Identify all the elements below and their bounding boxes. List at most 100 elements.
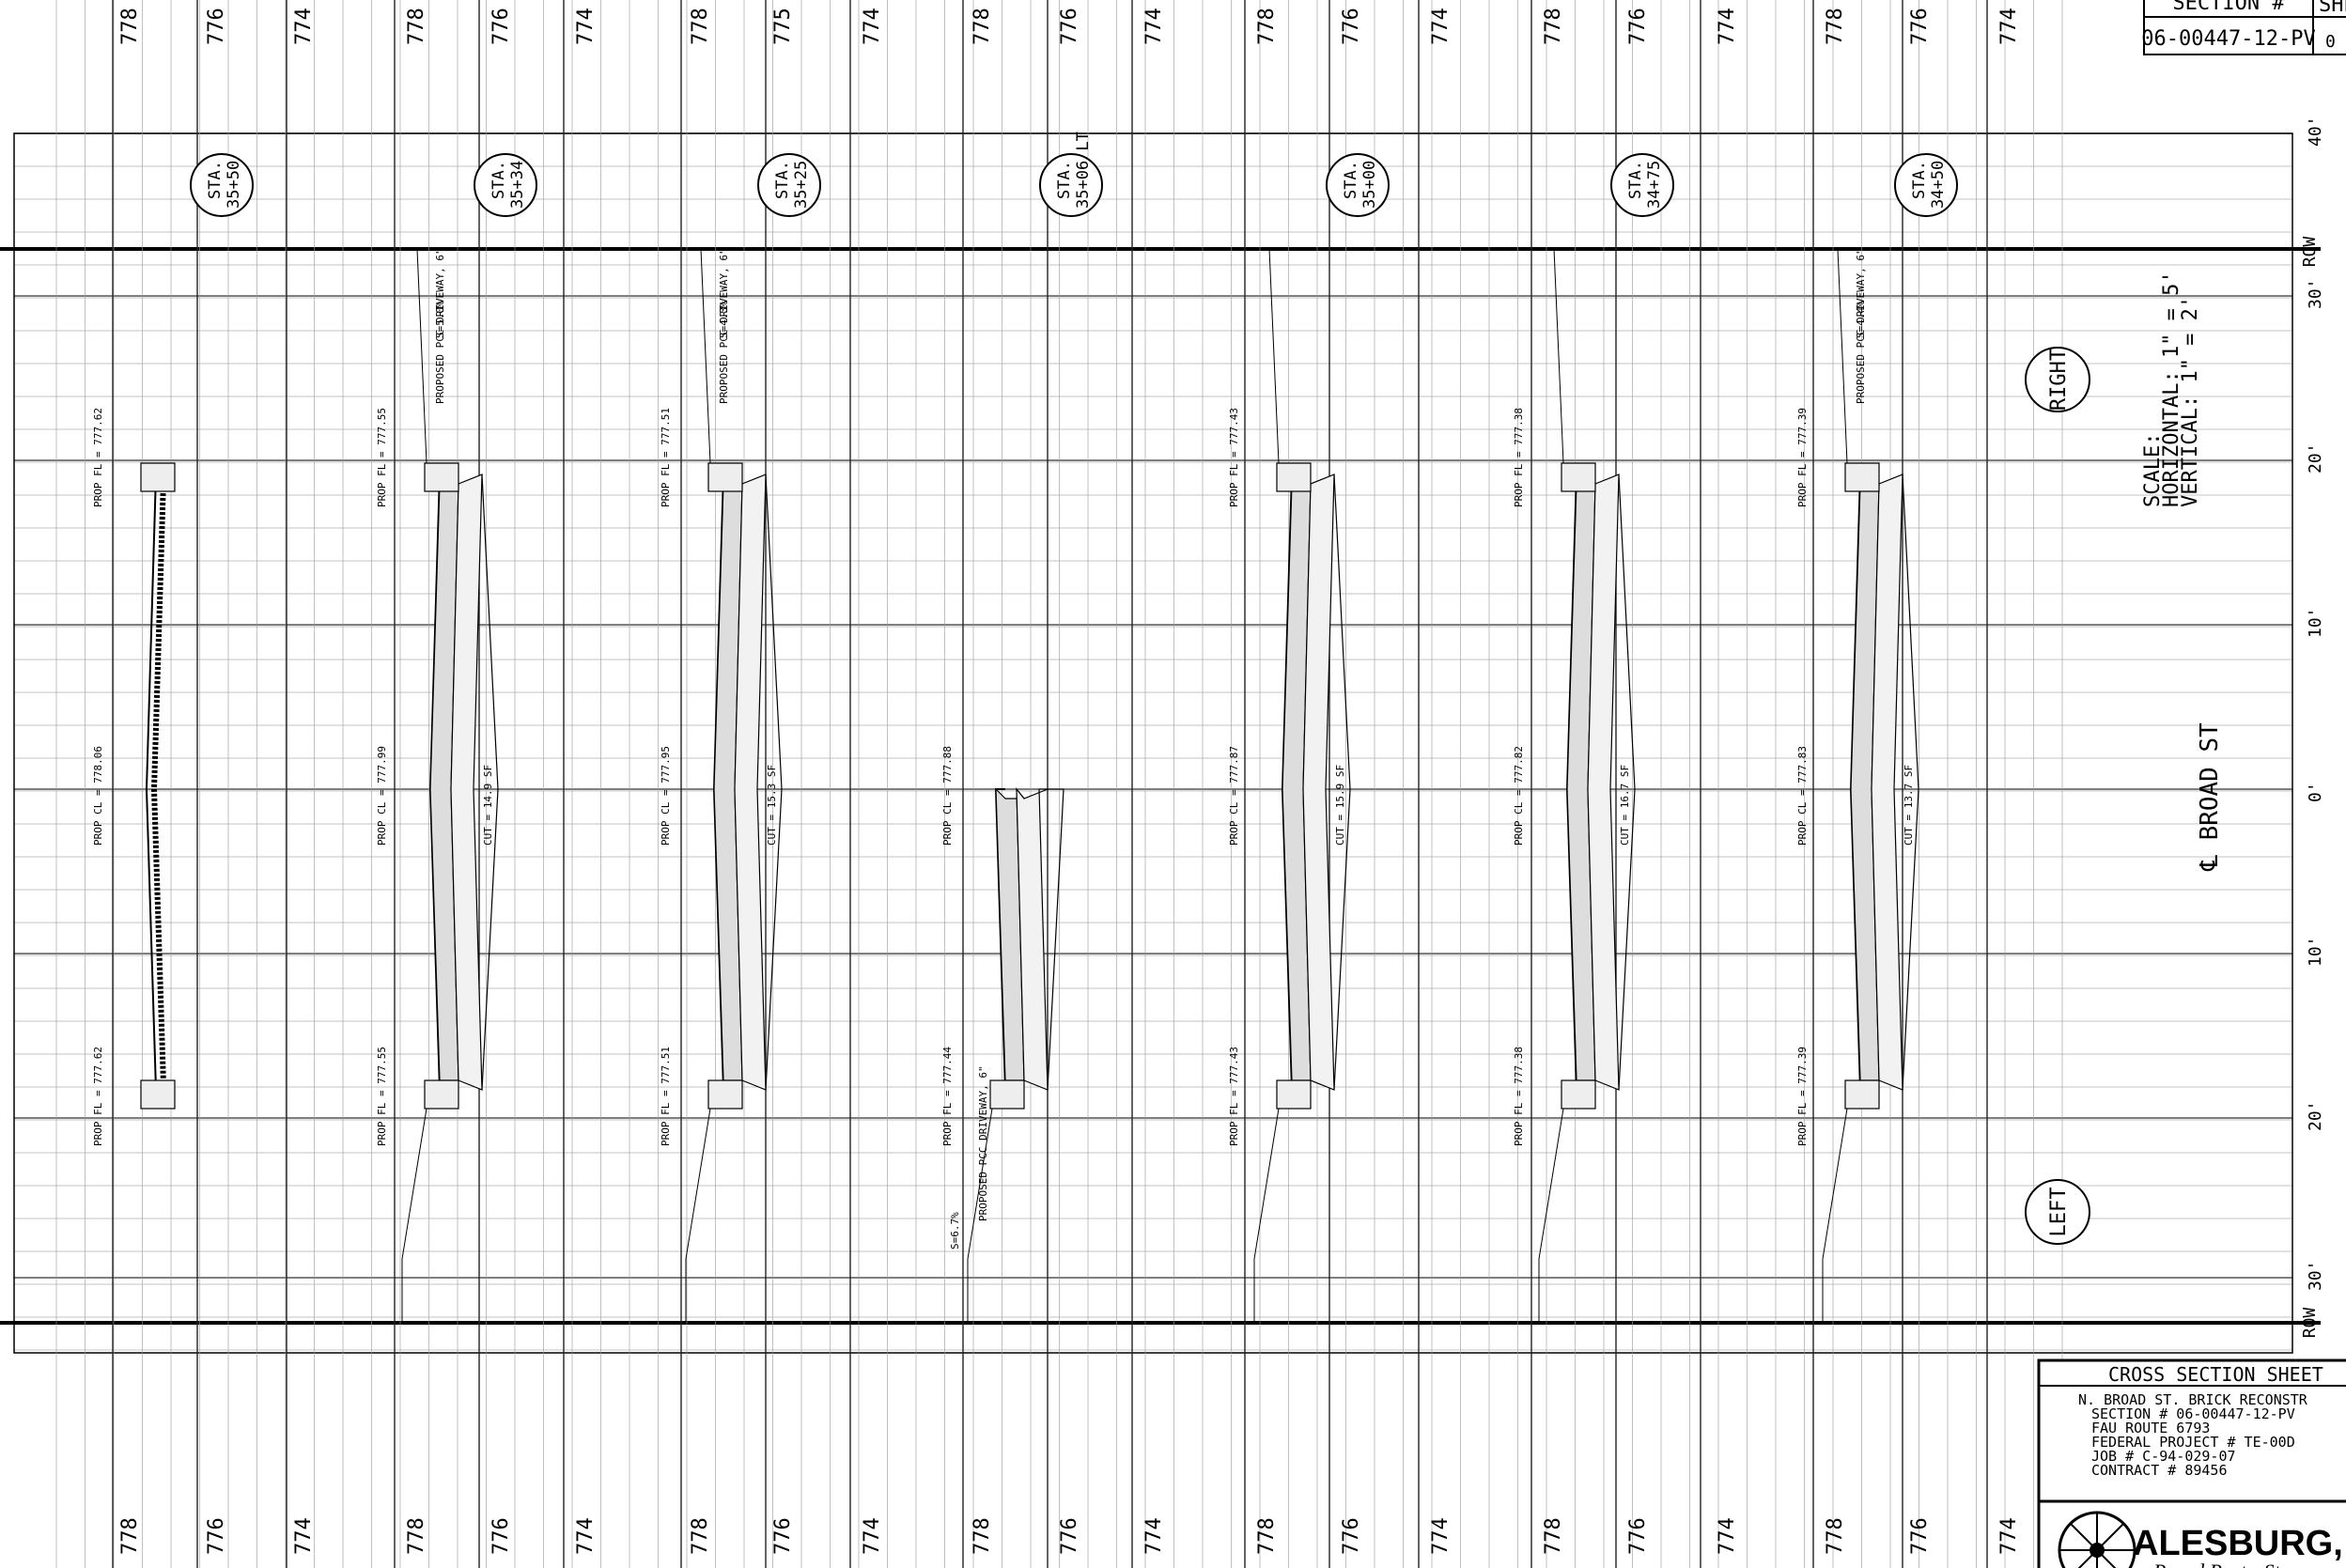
elevation-label-bottom: 776	[205, 1517, 228, 1555]
cut-area-label: CUT = 16.7 SF	[1619, 765, 1631, 846]
slope-right-label: S=4.4%	[1855, 301, 1867, 338]
station-circle	[1039, 153, 1103, 217]
subgrade-line	[1618, 474, 1636, 1091]
curb-left	[707, 1079, 743, 1110]
subgrade-line	[481, 474, 499, 1091]
section-5: CUT = 15.9 SF PROP FL = 777.43 PROP CL = 7…	[1228, 153, 1390, 1323]
section-7: CUT = 13.7 SF PROP FL = 777.39 PROP CL = 7…	[1796, 153, 1958, 1323]
title-block-line-6: CONTRACT # 89456	[2091, 1462, 2228, 1479]
elevation-label-bottom: 776	[1908, 1517, 1932, 1555]
elevation-label-top: 774	[1716, 8, 1739, 45]
ground-line-left	[401, 1108, 427, 1323]
station-label: 35+25	[792, 161, 811, 209]
offset-label: 20'	[2306, 1100, 2325, 1131]
cut-area-label: CUT = 13.7 SF	[1903, 765, 1915, 846]
section-1: PROP FL = 777.62 PROP CL = 778.06 PROP FL …	[92, 153, 254, 1146]
cut-area-label: CUT = 14.9 SF	[482, 765, 494, 846]
elevation-label-bottom: 774	[861, 1517, 884, 1555]
section-2: CUT = 14.9 SF PROP FL = 777.55 PROP CL = 7…	[376, 153, 537, 1323]
station-label: STA.	[1055, 161, 1074, 199]
slope-right-label: S=4.3%	[718, 301, 730, 338]
elevation-label-bottom: 778	[118, 1517, 142, 1555]
station-label: 35+06 LT	[1074, 132, 1093, 209]
header-sheet-value: 0	[2325, 32, 2336, 52]
station-label: 35+50	[225, 161, 243, 209]
left-side-marker: LEFT	[2025, 1179, 2090, 1245]
section-3: CUT = 15.3 SF PROP FL = 777.51 PROP CL = 7…	[660, 153, 821, 1323]
station-label: 35+00	[1360, 161, 1379, 209]
driveway-right-label: PROPOSED PCC DRIVEWAY, 6"	[434, 248, 446, 404]
prop-fl-left-label: PROP FL = 777.51	[660, 1047, 672, 1146]
row-label-top: ROW	[2300, 237, 2320, 268]
elevation-label-top: 776	[489, 8, 513, 45]
elevation-label-bottom: 778	[1542, 1517, 1565, 1555]
elevation-label-bottom: 774	[1429, 1517, 1453, 1555]
elevation-label-bottom: 774	[1716, 1517, 1739, 1555]
ground-line-right	[700, 248, 711, 464]
elevation-label-top: 776	[1908, 8, 1932, 45]
offset-label: 30'	[2306, 1260, 2325, 1291]
curb-left	[1844, 1079, 1880, 1110]
subgrade-line	[1902, 474, 1919, 1091]
curb-left	[989, 1079, 1025, 1110]
prop-fl-left-label: PROP FL = 777.38	[1513, 1047, 1525, 1146]
elevation-label-bottom: 778	[1255, 1517, 1279, 1555]
scale-note: SCALE: HORIZONTAL: 1" = 5' VERTICAL: 1" …	[2141, 271, 2202, 507]
ground-line-right	[1837, 248, 1848, 464]
prop-cl-label: PROP CL = 777.83	[1796, 746, 1809, 846]
offset-label: 30'	[2306, 278, 2325, 309]
pavement-surface	[145, 474, 157, 1091]
elevation-label-top: 774	[1142, 8, 1166, 45]
city-motto: Proud Past • Stron	[2152, 1560, 2307, 1568]
title-block-line-1: N. BROAD ST. BRICK RECONSTR	[2078, 1391, 2308, 1408]
scale-vertical: VERTICAL: 1" = 2'	[2179, 296, 2202, 507]
title-block-line-2: SECTION # 06-00447-12-PV	[2091, 1405, 2295, 1422]
right-side-marker: RIGHT	[2025, 347, 2090, 412]
driveway-left-label: PROPOSED PCC DRIVEWAY, 6"	[977, 1065, 989, 1221]
elevation-label-bottom: 774	[574, 1517, 598, 1555]
header-sheet-label: SHE	[2319, 0, 2346, 17]
station-label: 34+75	[1645, 161, 1664, 209]
section-panels: PROP FL = 777.62 PROP CL = 778.06 PROP FL …	[92, 132, 1958, 1323]
prop-cl-label: PROP CL = 777.95	[660, 746, 672, 846]
prop-fl-right-label: PROP FL = 777.39	[1796, 408, 1809, 507]
elevation-label-bottom: 774	[1997, 1517, 2021, 1555]
elevation-label-top: 778	[405, 8, 428, 45]
elevation-label-top: 778	[1255, 8, 1279, 45]
elevation-label-bottom: 776	[489, 1517, 513, 1555]
slope-right-label: S=5.0%	[434, 301, 446, 338]
title-block-line-5: JOB # C-94-029-07	[2091, 1448, 2236, 1465]
driveway-right-label: PROPOSED PCC DRIVEWAY, 6"	[1855, 248, 1867, 404]
section-4: PROP CL = 777.88 PROP FL = 777.44 PROPOSED…	[941, 132, 1103, 1323]
offset-label: 40'	[2306, 116, 2325, 147]
elevation-label-bottom: 778	[971, 1517, 994, 1555]
station-circle	[190, 153, 254, 217]
station-circle	[757, 153, 821, 217]
left-label: LEFT	[2047, 1188, 2071, 1237]
subgrade-line	[1333, 474, 1351, 1091]
prop-fl-right-label: PROP FL = 777.55	[376, 408, 388, 507]
station-circle	[1894, 153, 1958, 217]
prop-cl-label: PROP CL = 777.99	[376, 746, 388, 846]
curb-right	[1844, 462, 1880, 492]
elevation-label-top: 778	[1824, 8, 1847, 45]
elevation-label-bottom: 778	[689, 1517, 712, 1555]
offset-label: 10'	[2306, 936, 2325, 967]
subgrade-line	[1047, 788, 1064, 1091]
station-label: STA.	[1626, 161, 1645, 199]
prop-fl-left-label: PROP FL = 777.55	[376, 1047, 388, 1146]
centerline-label: ℄ BROAD ST	[2196, 722, 2224, 872]
curb-left	[424, 1079, 459, 1110]
elevation-label-top: 774	[1429, 8, 1453, 45]
elevation-label-top: 776	[1340, 8, 1363, 45]
brick-layer	[150, 478, 166, 1086]
ground-line-right	[416, 248, 427, 464]
curb-right	[140, 462, 176, 492]
prop-cl-label: PROP CL = 777.88	[941, 746, 954, 846]
ground-line-right	[1268, 248, 1280, 464]
prop-cl-label: PROP CL = 777.82	[1513, 746, 1525, 846]
prop-fl-right-label: PROP FL = 777.43	[1228, 408, 1240, 507]
elevation-label-bottom: 776	[771, 1517, 795, 1555]
